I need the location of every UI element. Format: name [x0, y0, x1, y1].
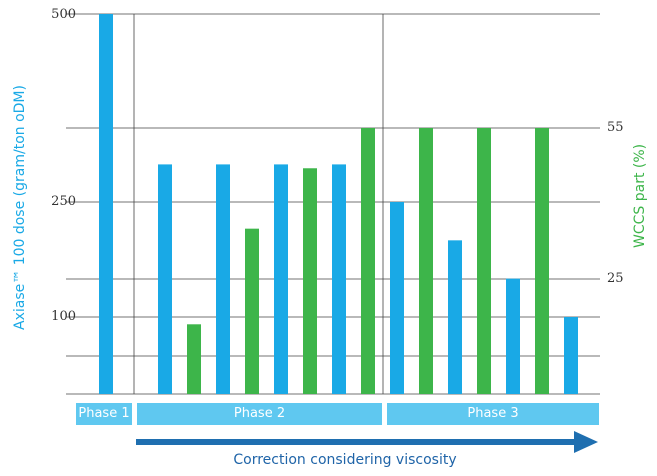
- right-tick-25: 25: [607, 271, 624, 286]
- dose-bar-9: [390, 202, 404, 394]
- left-tick-250: 250: [51, 194, 76, 209]
- left-tick-500: 500: [51, 7, 76, 22]
- dose-bar-7: [332, 164, 346, 394]
- right-tick-55: 55: [607, 120, 624, 135]
- arrow-shaft: [136, 439, 576, 445]
- arrow-head: [574, 431, 598, 453]
- left-axis-label: Axiase™ 100 dose (gram/ton oDM): [12, 85, 28, 330]
- wccs-bar-4: [245, 228, 259, 394]
- wccs-bar-14: [535, 128, 549, 394]
- wccs-bar-8: [361, 128, 375, 394]
- chart-caption: Correction considering viscosity: [233, 452, 457, 468]
- dose-bar-0: [99, 14, 113, 394]
- dose-bar-1: [158, 164, 172, 394]
- dose-bar-3: [216, 164, 230, 394]
- phase-3-label: Phase 3: [387, 403, 599, 425]
- phase-1-label: Phase 1: [76, 403, 132, 425]
- dose-bar-11: [448, 240, 462, 394]
- wccs-bar-10: [419, 128, 433, 394]
- dose-bar-5: [274, 164, 288, 394]
- dose-bar-13: [506, 278, 520, 394]
- right-axis-label: WCCS part (%): [632, 143, 648, 248]
- left-tick-100: 100: [51, 309, 76, 324]
- wccs-bar-6: [303, 168, 317, 394]
- wccs-bar-12: [477, 128, 491, 394]
- wccs-bar-2: [187, 324, 201, 394]
- dose-bar-15: [564, 317, 578, 394]
- phase-2-label: Phase 2: [137, 403, 382, 425]
